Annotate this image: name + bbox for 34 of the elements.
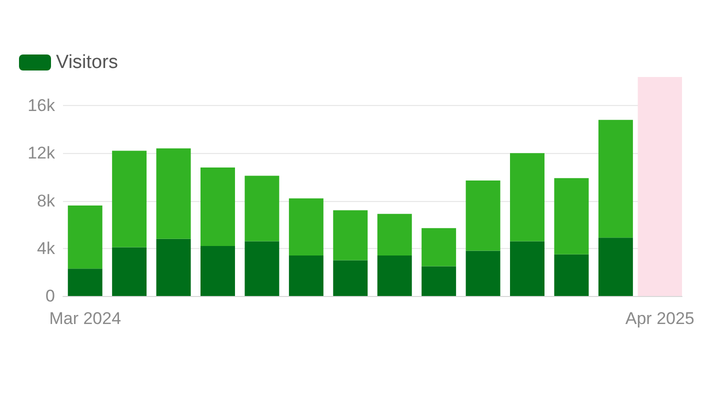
bar [244,241,280,296]
bar [112,150,147,248]
bar [333,210,368,260]
bar [156,238,191,296]
bar [288,256,324,296]
bar [554,254,589,296]
bar [156,148,191,239]
bar [244,176,280,242]
bar [422,266,456,296]
bar [598,120,633,238]
y-tick-label: 16k [28,96,56,116]
y-tick-label: 12k [28,144,56,163]
bar [598,238,633,296]
y-tick-label: 4k [37,238,56,258]
bar [68,268,102,296]
bar [510,241,544,296]
bar [112,247,147,296]
y-tick-label: 8k [37,191,56,210]
bar [200,246,235,296]
legend-label: Visitors [56,52,118,73]
bar [288,198,324,256]
bar [510,153,544,242]
bar [377,256,412,296]
bar [554,178,589,254]
bar [466,180,500,251]
bar [466,250,500,296]
x-tick-label: Apr 2025 [625,309,694,328]
bar [422,228,456,266]
bar [377,214,412,256]
bar [200,167,235,246]
bar [68,206,102,269]
x-tick-label: Mar 2024 [49,309,122,328]
y-tick-label: 0 [46,286,55,306]
bar [333,260,368,296]
